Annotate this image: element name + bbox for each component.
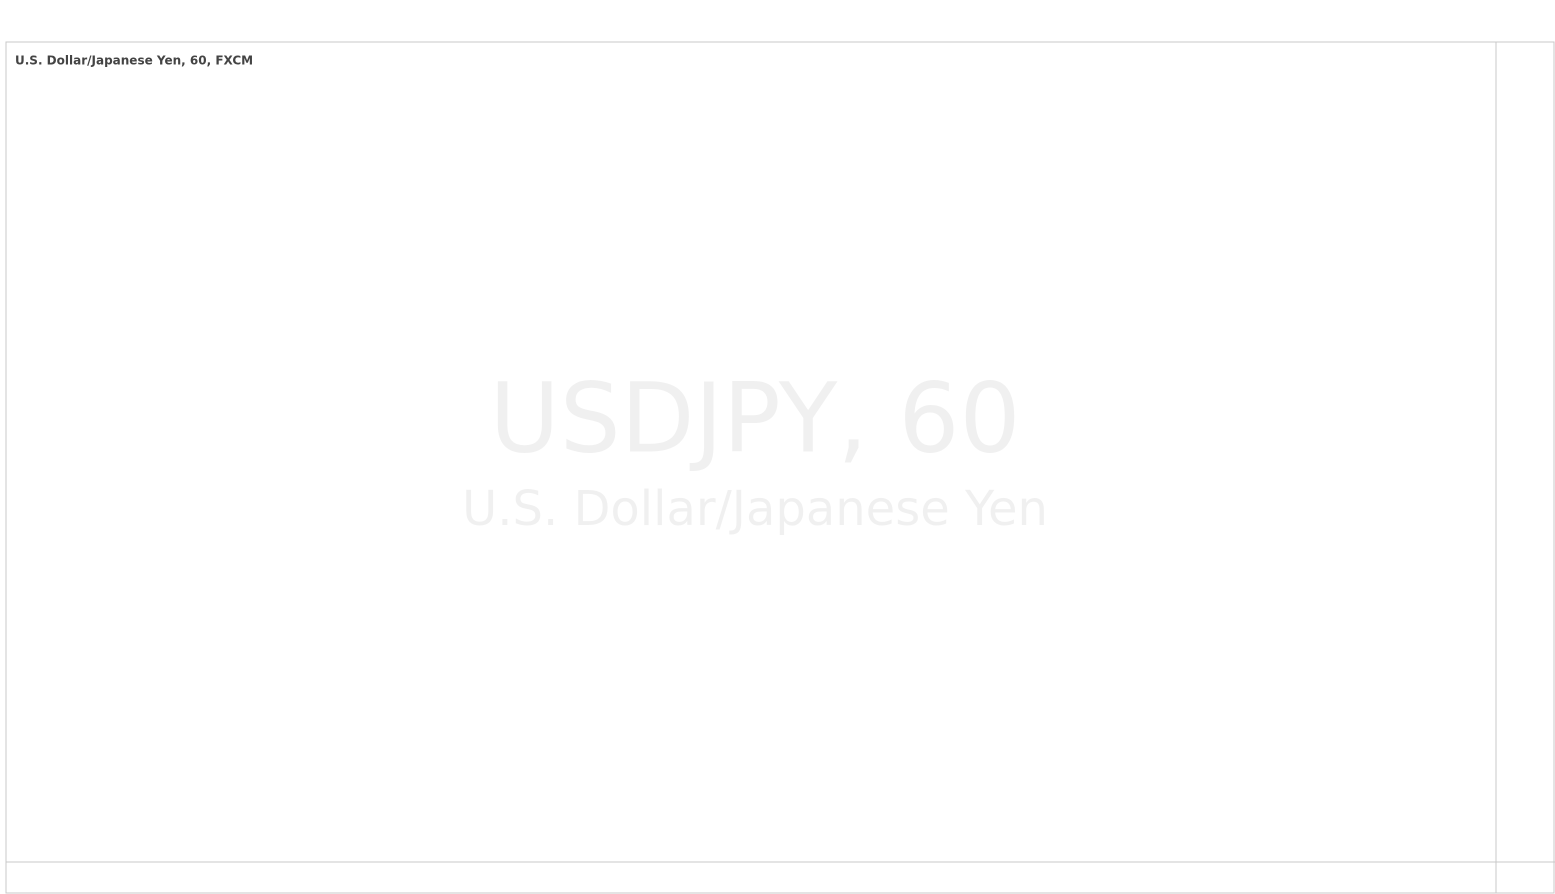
chart-title: U.S. Dollar/Japanese Yen, 60, FXCM — [15, 54, 253, 68]
watermark: USDJPY, 60 — [489, 362, 1020, 474]
chart-frame — [5, 41, 1555, 894]
watermark-subtitle: U.S. Dollar/Japanese Yen — [462, 481, 1048, 537]
